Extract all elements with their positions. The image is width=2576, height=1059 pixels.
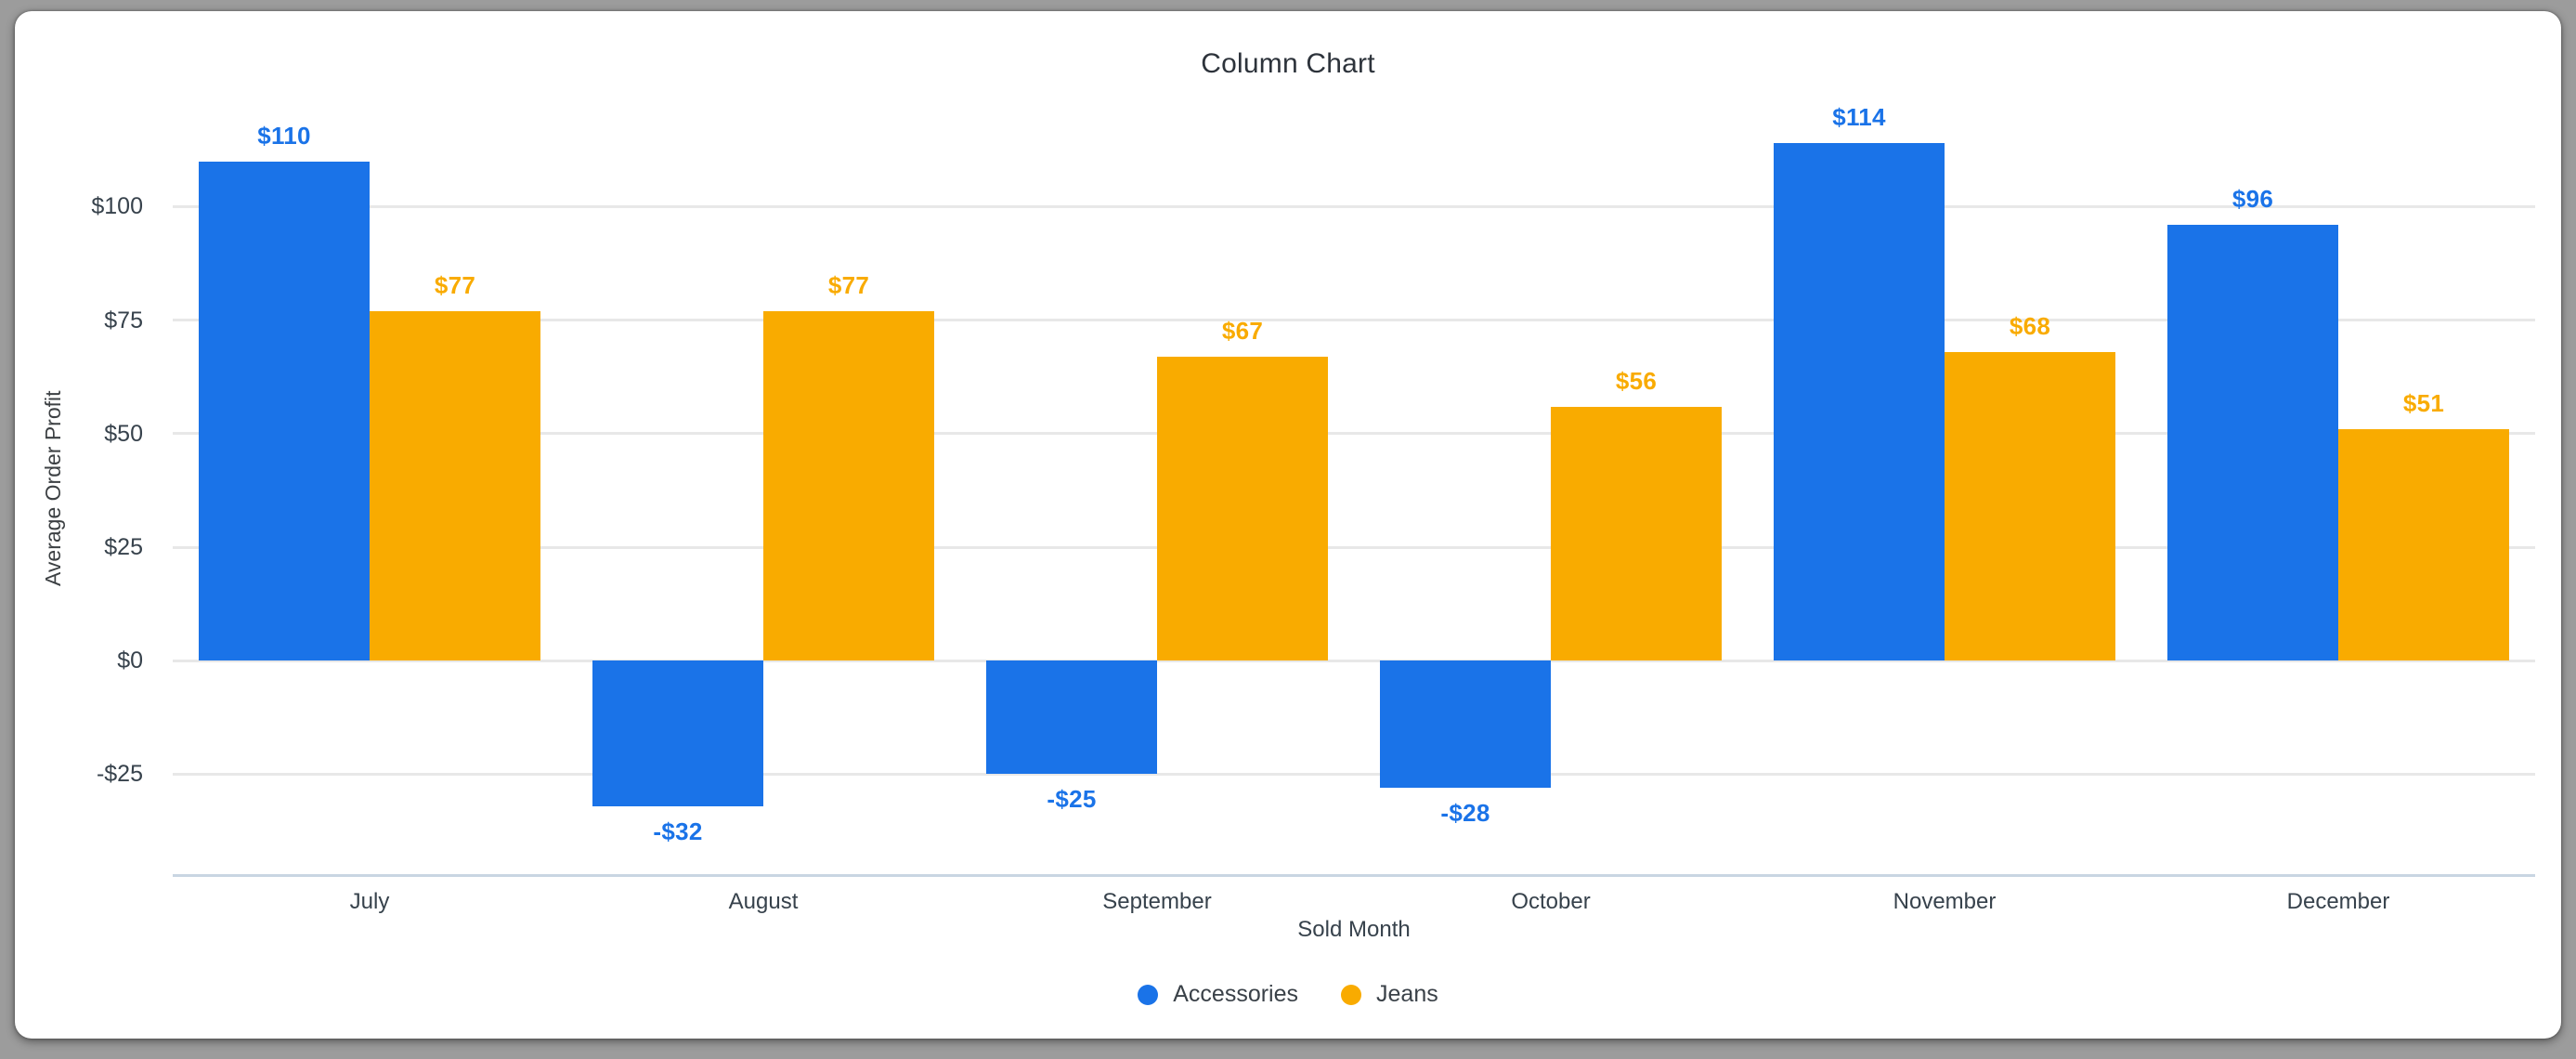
- y-tick-label: $0: [117, 647, 143, 674]
- chart-card: Column Chart Average Order Profit $100 $7…: [15, 11, 2561, 1039]
- legend-label: Jeans: [1376, 981, 1438, 1007]
- y-tick-label: $50: [104, 420, 143, 447]
- x-tick-label-september: September: [1102, 889, 1212, 914]
- legend-item-accessories[interactable]: Accessories: [1138, 981, 1298, 1008]
- y-tick-label: $100: [91, 193, 143, 220]
- x-tick-label-december: December: [2286, 889, 2390, 914]
- bar-value-label: $68: [2009, 311, 2051, 340]
- bar-value-label: -$25: [1047, 785, 1097, 814]
- bar-value-label: $77: [434, 270, 476, 299]
- x-tick-label-november: November: [1893, 889, 1997, 914]
- y-tick-label: $75: [104, 307, 143, 333]
- bar-value-label: $96: [2231, 184, 2274, 213]
- legend-swatch-icon: [1341, 984, 1362, 1005]
- legend-item-jeans[interactable]: Jeans: [1341, 981, 1438, 1008]
- legend-label: Accessories: [1173, 981, 1299, 1007]
- legend: Accessories Jeans: [15, 981, 2561, 1008]
- bar-value-label: -$32: [653, 817, 703, 845]
- y-tick-label: $25: [104, 534, 143, 561]
- legend-swatch-icon: [1138, 984, 1159, 1005]
- x-axis-title: Sold Month: [1297, 917, 1411, 942]
- bar-accessories-october[interactable]: [1380, 660, 1551, 789]
- bar-jeans-december[interactable]: [2338, 428, 2509, 661]
- x-tick-label-october: October: [1511, 889, 1591, 914]
- chart-title: Column Chart: [1201, 48, 1375, 79]
- bar-jeans-september[interactable]: [1157, 356, 1328, 661]
- y-axis-tick-labels: $100 $75 $50 $25 $0 -$25: [15, 102, 143, 874]
- bar-value-label: $56: [1615, 366, 1658, 395]
- bar-value-label: $110: [257, 121, 311, 150]
- bar-accessories-july[interactable]: [199, 161, 370, 661]
- bar-accessories-november[interactable]: [1774, 142, 1945, 661]
- x-tick-label-july: July: [349, 889, 390, 914]
- bar-value-label: $77: [827, 270, 870, 299]
- gridline: [173, 545, 2535, 549]
- gridline: [173, 659, 2535, 662]
- gridline: [173, 772, 2535, 776]
- bar-jeans-october[interactable]: [1551, 406, 1722, 661]
- bar-value-label: $114: [1832, 103, 1886, 131]
- bar-accessories-september[interactable]: [986, 660, 1157, 775]
- plot-area: $110 -$32 -$25 -$28 $114 $96 $77 $77 $67 $56 $68 $5…: [173, 102, 2535, 914]
- gridline: [173, 432, 2535, 436]
- bar-value-label: $67: [1221, 316, 1264, 345]
- bar-accessories-august[interactable]: [592, 660, 763, 806]
- bar-value-label: -$28: [1440, 799, 1490, 828]
- bar-jeans-july[interactable]: [370, 310, 540, 661]
- y-tick-label: -$25: [96, 761, 143, 788]
- bar-jeans-november[interactable]: [1945, 351, 2115, 661]
- gridline: [173, 204, 2535, 208]
- bar-jeans-august[interactable]: [763, 310, 934, 661]
- x-tick-label-august: August: [728, 889, 799, 914]
- bar-value-label: $51: [2402, 388, 2445, 417]
- bar-accessories-december[interactable]: [2167, 224, 2338, 661]
- gridline: [173, 319, 2535, 322]
